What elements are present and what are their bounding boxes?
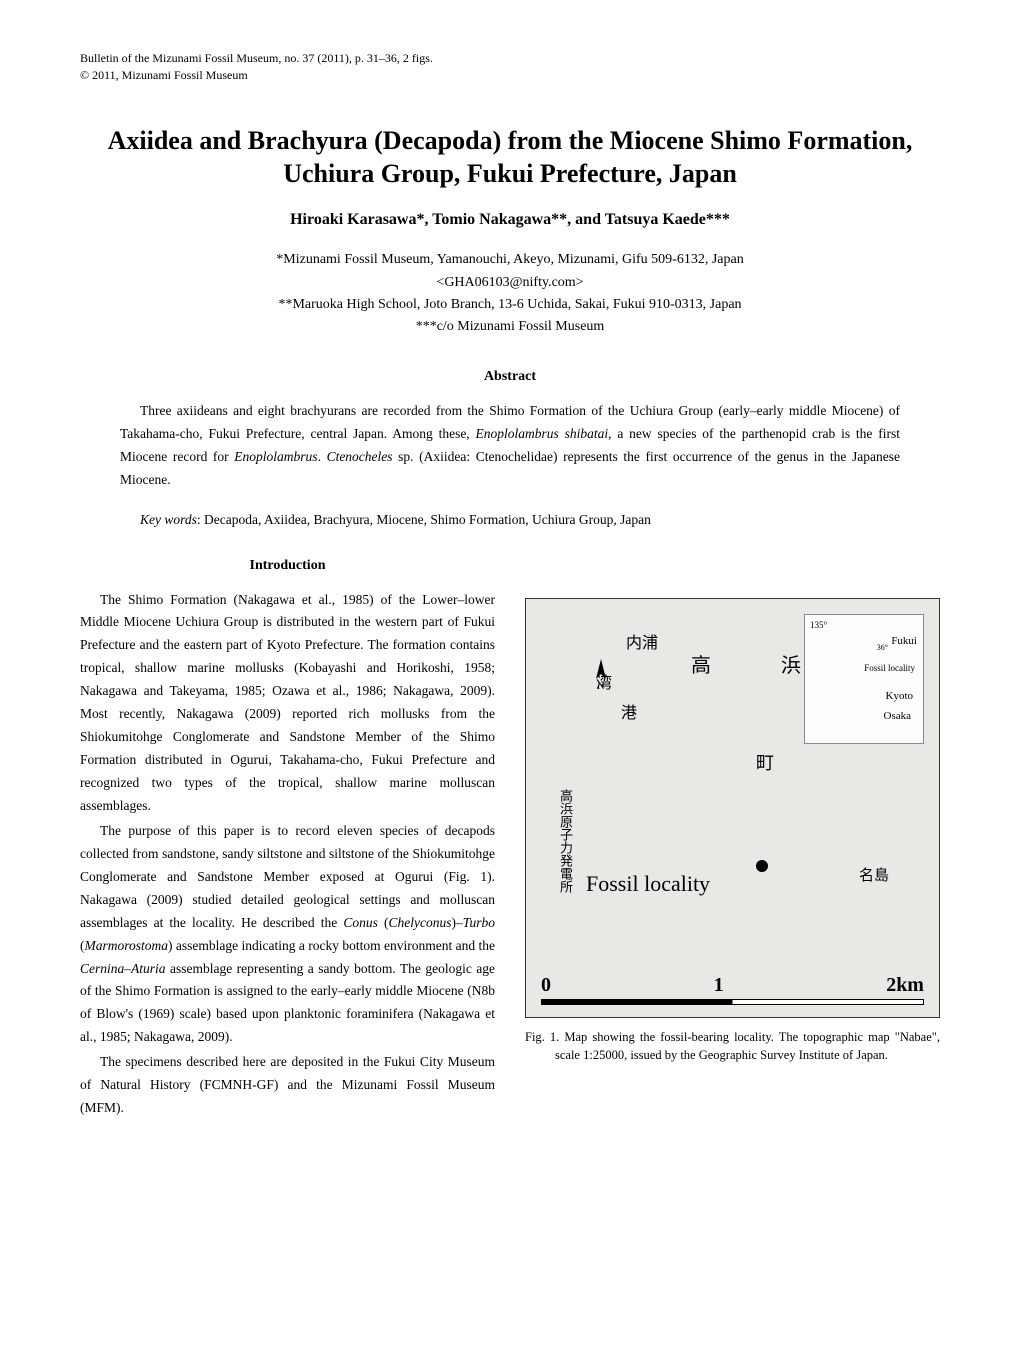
map-label-takahama: 高 浜 <box>691 649 811 678</box>
abstract-heading: Abstract <box>80 369 940 385</box>
scale-2km: 2km <box>886 974 924 997</box>
scale-1: 1 <box>714 974 724 997</box>
right-column: N 内浦 湾 港 高 浜 町 高浜原子力発電所 名島 Fossil locali… <box>525 558 940 1123</box>
affiliation-2: **Maruoka High School, Joto Branch, 13-6… <box>80 294 940 316</box>
left-column: Introduction The Shimo Formation (Nakaga… <box>80 558 495 1123</box>
inset-kyoto: Kyoto <box>886 690 914 702</box>
inset-osaka: Osaka <box>884 710 912 722</box>
scale-0: 0 <box>541 974 551 997</box>
journal-header: Bulletin of the Mizunami Fossil Museum, … <box>80 50 940 84</box>
map-label-town: 町 <box>756 749 774 775</box>
scale-bar: 0 1 2km <box>541 974 924 997</box>
inset-fossil: Fossil locality <box>864 663 915 673</box>
two-column-layout: Introduction The Shimo Formation (Nakaga… <box>80 558 940 1123</box>
intro-para-2: The purpose of this paper is to record e… <box>80 820 495 1049</box>
affiliation-3: ***c/o Mizunami Fossil Museum <box>80 316 940 338</box>
scale-bar-line <box>541 999 924 1005</box>
inset-coord-135: 135° <box>810 620 827 630</box>
inset-coord-36: 36° <box>877 643 888 652</box>
inset-map: Fukui Kyoto Osaka Fossil locality 135° 3… <box>804 614 924 744</box>
map-label-plant: 高浜原子力発電所 <box>556 789 575 893</box>
figure-1-caption: Fig. 1. Map showing the fossil-bearing l… <box>525 1028 940 1066</box>
fossil-locality-label: Fossil locality <box>586 871 710 897</box>
map-label-naishima: 名島 <box>859 864 889 885</box>
header-line2: © 2011, Mizunami Fossil Museum <box>80 67 940 84</box>
abstract-text: Three axiideans and eight brachyurans ar… <box>120 400 900 492</box>
authors-line: Hiroaki Karasawa*, Tomio Nakagawa**, and… <box>80 211 940 229</box>
map-label-minato: 港 <box>621 699 637 723</box>
map-label-uchiura: 内浦 <box>626 629 658 653</box>
keywords-text: : Decapoda, Axiidea, Brachyura, Miocene,… <box>197 512 651 527</box>
intro-para-3: The specimens described here are deposit… <box>80 1051 495 1120</box>
intro-para-1: The Shimo Formation (Nakagawa et al., 19… <box>80 589 495 818</box>
map-label-wan: 湾 <box>596 669 612 693</box>
affiliations-block: *Mizunami Fossil Museum, Yamanouchi, Ake… <box>80 249 940 339</box>
fossil-locality-marker-icon <box>756 860 768 872</box>
affiliation-1: *Mizunami Fossil Museum, Yamanouchi, Ake… <box>80 249 940 271</box>
figure-1-map: N 内浦 湾 港 高 浜 町 高浜原子力発電所 名島 Fossil locali… <box>525 598 940 1018</box>
keywords-label: Key words <box>140 512 197 527</box>
inset-fukui: Fukui <box>891 635 917 647</box>
header-line1: Bulletin of the Mizunami Fossil Museum, … <box>80 50 940 67</box>
keywords-line: Key words: Decapoda, Axiidea, Brachyura,… <box>120 512 900 528</box>
affiliation-email: <GHA06103@nifty.com> <box>80 272 940 294</box>
paper-title: Axiidea and Brachyura (Decapoda) from th… <box>80 124 940 192</box>
introduction-heading: Introduction <box>80 558 495 574</box>
